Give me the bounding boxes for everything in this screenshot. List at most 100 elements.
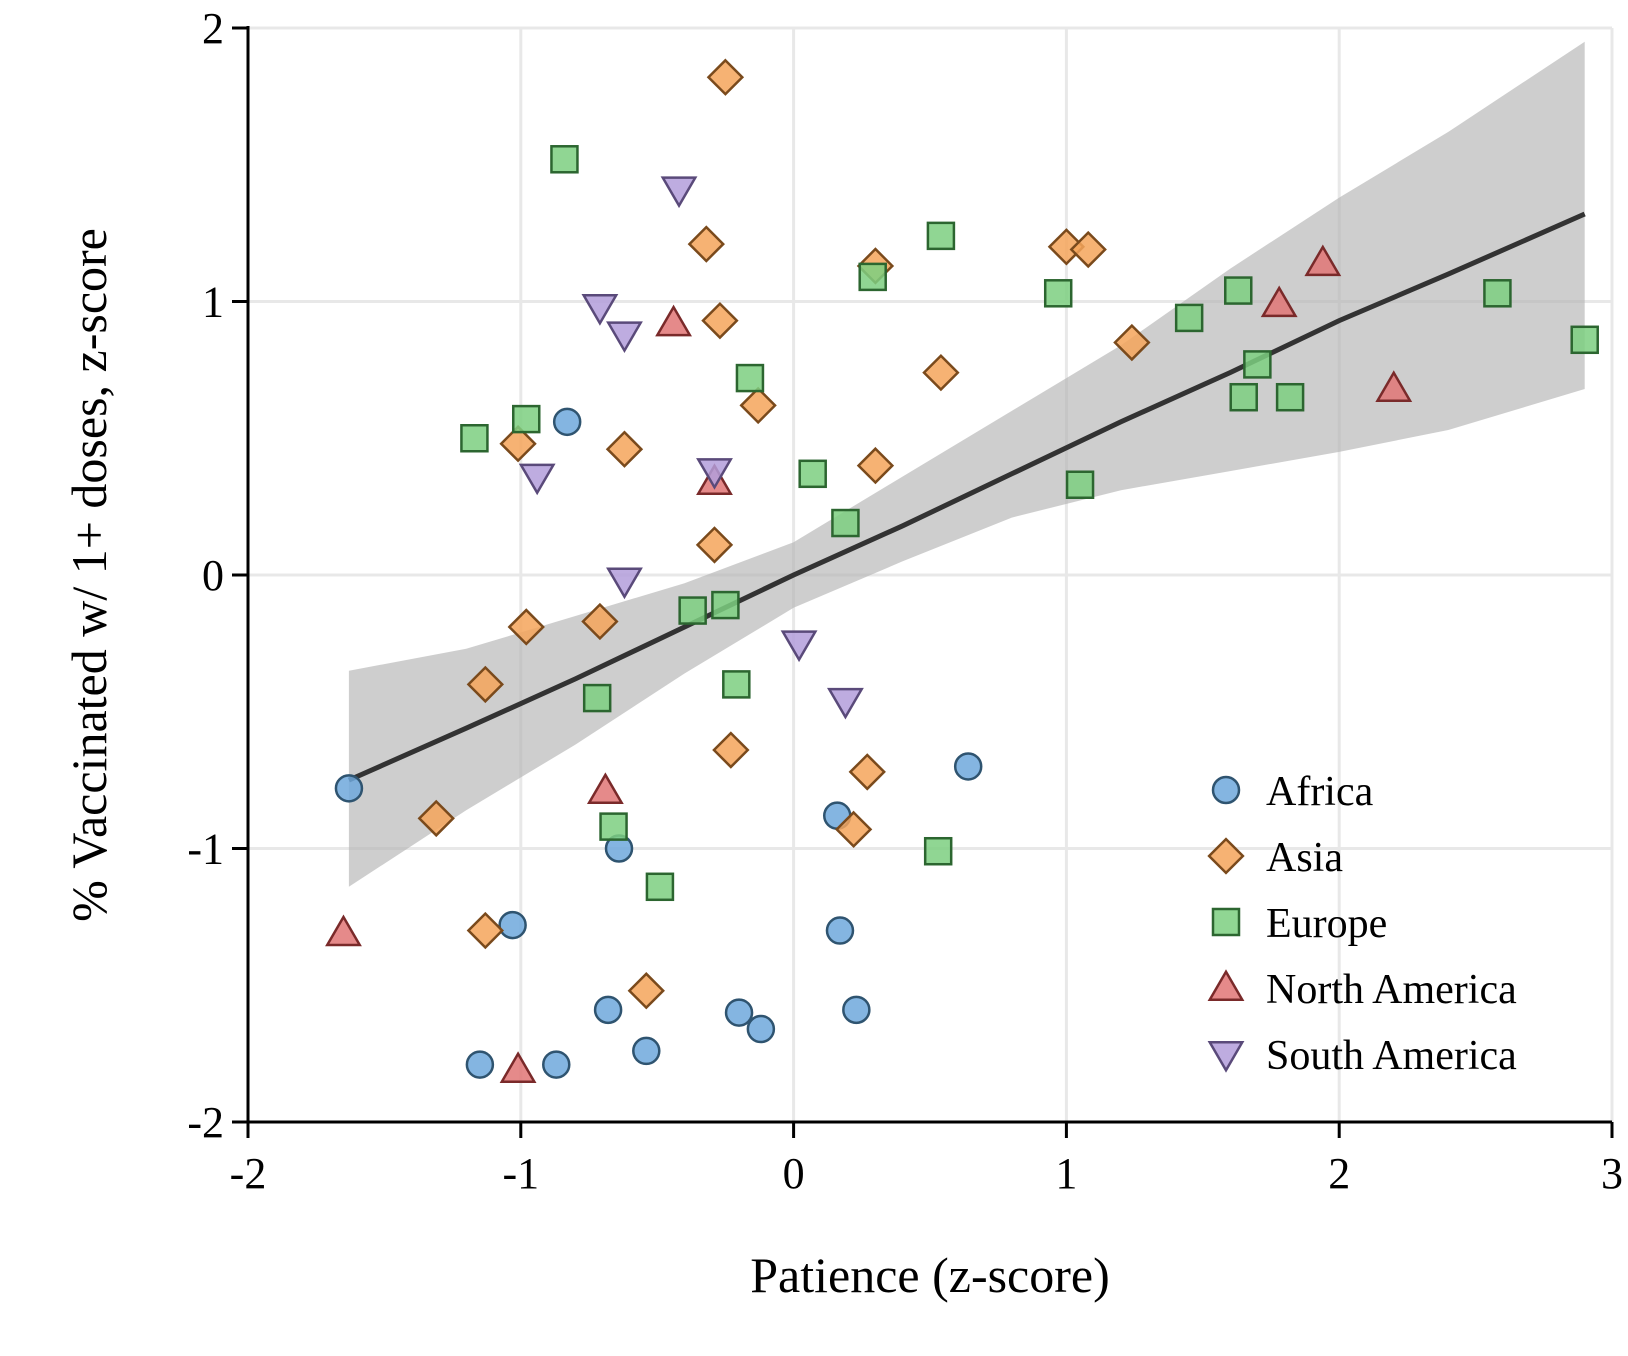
legend-africa-marker — [1211, 775, 1241, 805]
x-tick-label: 1 — [1055, 1149, 1077, 1198]
asia-point — [1113, 323, 1151, 362]
x-tick-label: 0 — [783, 1149, 805, 1198]
africa-point — [542, 1050, 571, 1079]
legend-europe-marker — [1211, 907, 1241, 937]
x-tick-label: -2 — [230, 1149, 267, 1198]
europe-point — [831, 508, 860, 538]
africa-point — [825, 916, 855, 945]
africa-point — [552, 407, 582, 437]
south-america-point — [696, 458, 733, 490]
europe-point — [1570, 325, 1599, 355]
south-america-point — [518, 463, 556, 496]
europe-point — [550, 145, 579, 174]
africa-point — [842, 995, 871, 1025]
y-axis-label: % Vaccinated w/ 1+ doses, z-score — [61, 228, 117, 922]
europe-point — [645, 872, 675, 902]
legend-asia-marker — [1207, 837, 1245, 875]
africa-point — [465, 1050, 495, 1079]
legend-south-america-label: South America — [1266, 1033, 1517, 1079]
asia-point — [706, 58, 745, 96]
africa-point — [498, 910, 527, 940]
data-points — [325, 58, 1599, 1083]
europe-point — [711, 590, 740, 620]
europe-point — [678, 596, 707, 625]
north-america-point — [499, 1051, 537, 1083]
europe-point — [926, 221, 956, 251]
legend-europe-label: Europe — [1266, 901, 1387, 947]
europe-point — [1229, 382, 1258, 412]
north-america-point — [1260, 285, 1298, 318]
asia-point — [581, 602, 619, 641]
legend: Africa Asia Europe North America South Ameri… — [1207, 769, 1517, 1079]
asia-point — [701, 301, 739, 340]
europe-point — [1243, 350, 1272, 379]
north-america-point — [1375, 370, 1413, 402]
legend-asia-label: Asia — [1266, 835, 1343, 881]
africa-point — [334, 774, 364, 803]
x-axis-label: Patience (z-score) — [750, 1247, 1110, 1303]
asia-point — [627, 972, 665, 1010]
legend-north-america-marker — [1207, 969, 1245, 1001]
asia-point — [739, 386, 777, 425]
europe-point — [923, 836, 953, 866]
legend-north-america-label: North America — [1266, 967, 1517, 1013]
asia-point — [417, 799, 455, 838]
europe-point — [858, 262, 887, 292]
europe-point — [798, 459, 827, 489]
north-america-point — [586, 772, 624, 805]
asia-point — [712, 731, 750, 769]
x-tick-label: 3 — [1601, 1149, 1623, 1198]
south-america-point — [606, 567, 643, 600]
africa-point — [953, 752, 983, 781]
europe-point — [1043, 279, 1073, 308]
south-america-point — [660, 176, 698, 209]
fit-line — [347, 211, 1586, 783]
europe-point — [1483, 279, 1512, 308]
europe-point — [722, 670, 751, 699]
north-america-point — [1304, 244, 1342, 277]
europe-point — [460, 424, 489, 453]
asia-point — [922, 353, 960, 392]
asia-point — [605, 430, 644, 468]
regression-line — [347, 211, 1586, 783]
south-america-point — [827, 687, 864, 720]
europe-point — [512, 404, 541, 434]
europe-point — [599, 812, 628, 841]
y-tick-label: 0 — [202, 551, 224, 600]
south-america-point — [606, 321, 643, 354]
africa-point — [593, 995, 623, 1025]
south-america-point — [780, 630, 818, 663]
asia-point — [499, 425, 537, 463]
north-america-point — [655, 304, 692, 337]
legend-africa-label: Africa — [1266, 769, 1374, 815]
confidence-band — [348, 41, 1585, 887]
asia-point — [507, 608, 545, 646]
asia-point — [466, 665, 505, 704]
africa-point — [632, 1036, 661, 1066]
asia-point — [848, 753, 886, 791]
europe-point — [582, 683, 612, 713]
south-america-point — [581, 294, 619, 326]
europe-point — [1065, 470, 1095, 499]
europe-point — [1224, 276, 1253, 305]
y-tick-label: -2 — [187, 1098, 224, 1147]
asia-point — [834, 810, 873, 849]
north-america-point — [325, 914, 362, 947]
africa-point — [724, 998, 754, 1027]
asia-point — [695, 526, 734, 564]
asia-point — [1069, 230, 1107, 269]
asia-point — [466, 911, 505, 950]
africa-point — [746, 1014, 776, 1044]
axes: -2 -1 0 1 2 3 -2 -1 0 1 2 — [187, 4, 1623, 1198]
x-tick-label: 2 — [1328, 1149, 1350, 1198]
asia-point — [1047, 228, 1086, 266]
y-tick-label: 1 — [202, 278, 224, 327]
confidence-band-area — [348, 41, 1585, 887]
y-tick-label: 2 — [202, 4, 224, 53]
europe-point — [735, 363, 765, 393]
y-tick-label: -1 — [187, 825, 224, 874]
europe-point — [1275, 382, 1305, 412]
asia-point — [687, 225, 725, 263]
europe-point — [1174, 303, 1204, 333]
